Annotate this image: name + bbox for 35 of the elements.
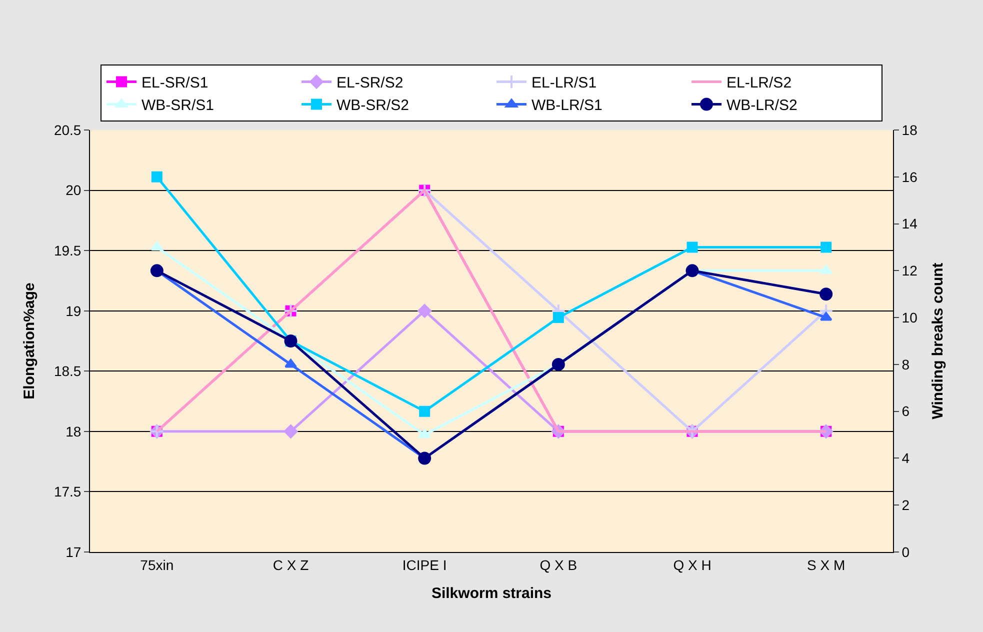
legend-label: EL-LR/S2: [726, 74, 792, 92]
y-tick-label: 17.5: [54, 484, 82, 500]
x-tick-label: 75xin: [140, 556, 174, 573]
legend-label: EL-SR/S1: [142, 74, 208, 92]
x-tick-label: Q X H: [673, 556, 712, 573]
x-axis-title: Silkworm strains: [431, 584, 552, 602]
y2-tick-label: 10: [902, 309, 918, 326]
legend-label: EL-SR/S2: [336, 74, 404, 92]
y-tick-label: 17: [66, 544, 82, 560]
legend-label: WB-LR/S1: [532, 97, 602, 114]
x-tick-label: C X Z: [272, 556, 310, 573]
y2-tick-label: 14: [902, 216, 918, 232]
y2-tick-label: 2: [902, 497, 910, 514]
y2-axis-title: Winding breaks count: [930, 262, 947, 420]
x-tick-label: Q X B: [540, 556, 578, 573]
y2-tick-label: 12: [902, 262, 918, 279]
legend-label: WB-LR/S2: [726, 97, 798, 114]
y-tick-label: 19: [66, 302, 82, 319]
y-tick-label: 18: [66, 423, 82, 440]
y2-tick-label: 18: [902, 122, 918, 138]
y2-tick-label: 16: [902, 168, 918, 185]
y2-tick-label: 6: [902, 403, 910, 420]
legend-label: WB-SR/S2: [336, 97, 410, 114]
legend-label: EL-LR/S1: [532, 74, 597, 92]
x-tick-label: ICIPE I: [402, 556, 447, 573]
legend-label: WB-SR/S1: [142, 97, 214, 114]
y-tick-label: 20.5: [54, 122, 82, 138]
y2-tick-label: 8: [902, 356, 910, 372]
y-tick-label: 20: [66, 182, 82, 198]
y2-tick-label: 0: [902, 544, 910, 560]
x-tick-label: S X M: [807, 556, 846, 573]
y2-tick-label: 4: [902, 450, 910, 466]
y-tick-label: 18.5: [54, 363, 82, 380]
y-axis-title: Elongation%age: [21, 282, 38, 400]
y-tick-label: 19.5: [54, 242, 82, 258]
